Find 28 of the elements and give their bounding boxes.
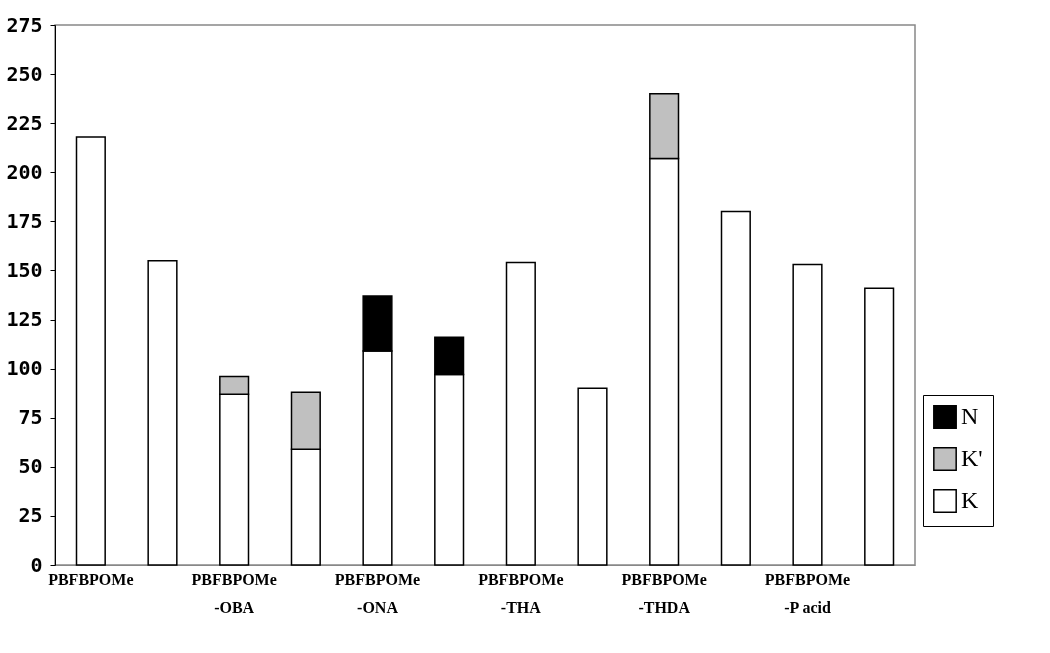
bar bbox=[505, 261, 536, 566]
bar bbox=[147, 259, 178, 566]
y-tick-label: 100 bbox=[6, 356, 43, 381]
y-tick-label: 250 bbox=[6, 61, 43, 86]
y-tick-label: 150 bbox=[6, 257, 43, 282]
bar bbox=[75, 136, 106, 566]
y-tick-label: 75 bbox=[18, 405, 43, 430]
legend-label: K bbox=[961, 487, 979, 513]
legend-label: K' bbox=[961, 445, 983, 471]
x-tick-label: PBFBPOMe -P acid bbox=[764, 570, 851, 616]
y-tick-label: 125 bbox=[6, 307, 43, 332]
y-tick-label: 50 bbox=[18, 454, 43, 479]
y-tick-label: 0 bbox=[30, 552, 43, 577]
bar bbox=[720, 210, 751, 566]
y-tick-label: 275 bbox=[6, 12, 43, 37]
x-tick-label: PBFBPOMe -OBA bbox=[191, 570, 277, 616]
x-tick-label: PBFBPOMe bbox=[48, 570, 134, 588]
bar bbox=[792, 263, 823, 566]
bar bbox=[864, 287, 895, 566]
x-tick-label: PBFBPOMe -ONA bbox=[334, 570, 421, 616]
y-tick-label: 175 bbox=[6, 208, 43, 233]
legend-label: N bbox=[961, 403, 979, 429]
x-tick-label: PBFBPOMe -THA bbox=[478, 570, 564, 616]
x-tick-label: PBFBPOMe -THDA bbox=[621, 570, 707, 616]
bar bbox=[577, 387, 608, 566]
y-tick-label: 200 bbox=[6, 159, 43, 184]
y-tick-label: 225 bbox=[6, 110, 43, 135]
y-tick-label: 25 bbox=[18, 503, 43, 528]
